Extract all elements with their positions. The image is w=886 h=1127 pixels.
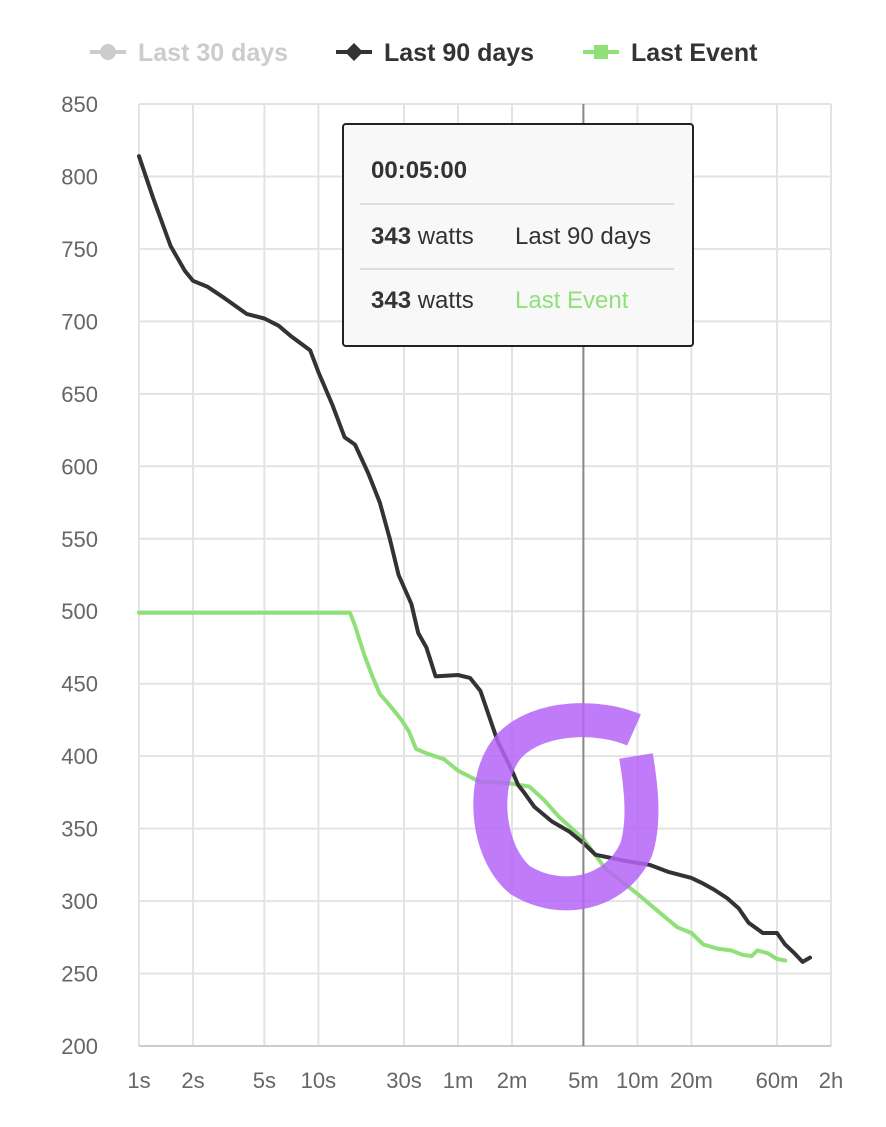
y-axis-ticks: 200 250 300 350 400 450 500 550 600 650 700 750 800 8…	[61, 92, 98, 1059]
square-marker-icon	[594, 45, 608, 59]
tooltip-row-last-90-days: 343 watts Last 90 days	[371, 223, 651, 251]
tooltip-unit: watts	[417, 287, 474, 314]
x-tick-label: 1m	[443, 1068, 474, 1093]
tooltip-divider	[360, 203, 674, 205]
x-tick-label: 2h	[819, 1068, 843, 1093]
tooltip-value: 343	[371, 287, 412, 314]
y-tick-label: 550	[61, 527, 98, 552]
legend-item-last-90-days[interactable]: Last 90 days	[336, 39, 534, 67]
series-line-last-event	[137, 610, 788, 963]
x-tick-label: 2s	[181, 1068, 204, 1093]
series-line-last-90-days	[137, 154, 812, 964]
y-tick-label: 600	[61, 454, 98, 479]
tooltip-time: 00:05:00	[371, 157, 468, 184]
x-tick-label: 5s	[253, 1068, 276, 1093]
legend-label: Last 90 days	[384, 39, 534, 67]
tooltip-series-name: Last 90 days	[515, 223, 652, 250]
y-tick-label: 350	[61, 817, 98, 842]
tooltip: 00:05:00 343 watts Last 90 days 343 watt…	[342, 123, 694, 347]
y-tick-label: 400	[61, 744, 98, 769]
y-tick-label: 250	[61, 962, 98, 987]
legend-item-last-30-days[interactable]: Last 30 days	[90, 39, 288, 67]
x-tick-label: 20m	[670, 1068, 713, 1093]
series-lines	[137, 154, 812, 964]
tooltip-series-name: Last Event	[515, 287, 629, 314]
tooltip-value: 343	[371, 223, 412, 250]
annotation-stroke	[473, 703, 659, 911]
y-tick-label: 450	[61, 672, 98, 697]
y-tick-label: 800	[61, 164, 98, 189]
x-tick-label: 30s	[386, 1068, 421, 1093]
annotation-circle	[473, 703, 659, 911]
circle-marker-icon	[100, 44, 116, 60]
x-axis-ticks: 1s 2s 5s 10s 30s 1m 2m 5m 10m 20m 60m 2h	[127, 1068, 843, 1093]
x-tick-label: 1s	[127, 1068, 150, 1093]
x-tick-label: 10m	[616, 1068, 659, 1093]
y-tick-label: 500	[61, 599, 98, 624]
y-tick-label: 700	[61, 309, 98, 334]
legend-item-last-event[interactable]: Last Event	[583, 39, 758, 67]
tooltip-row-last-event: 343 watts Last Event	[371, 287, 628, 315]
x-tick-label: 10s	[301, 1068, 336, 1093]
tooltip-divider	[360, 268, 674, 270]
x-tick-label: 60m	[756, 1068, 799, 1093]
y-tick-label: 650	[61, 382, 98, 407]
tooltip-unit: watts	[417, 223, 474, 250]
legend-label: Last Event	[631, 39, 758, 67]
legend-label: Last 30 days	[138, 39, 288, 67]
y-tick-label: 200	[61, 1034, 98, 1059]
y-tick-label: 300	[61, 889, 98, 914]
x-tick-label: 5m	[568, 1068, 599, 1093]
y-tick-label: 750	[61, 237, 98, 262]
x-tick-label: 2m	[497, 1068, 528, 1093]
legend[interactable]: Last 30 days Last 90 days Last Event	[90, 39, 758, 67]
y-tick-label: 850	[61, 92, 98, 117]
diamond-marker-icon	[345, 43, 363, 61]
